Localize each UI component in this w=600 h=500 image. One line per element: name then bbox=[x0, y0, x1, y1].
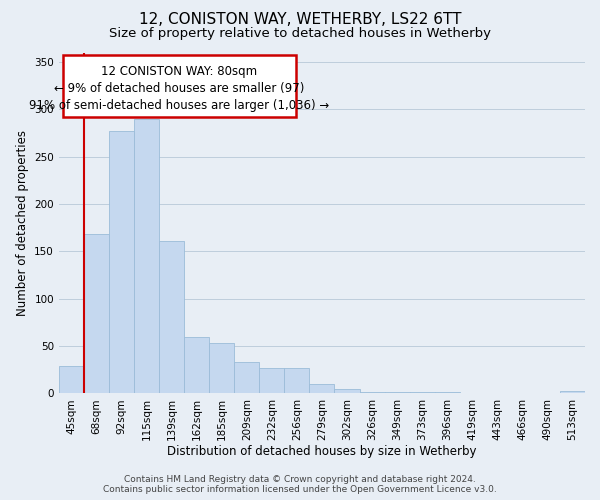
Bar bbox=[234, 362, 259, 394]
X-axis label: Distribution of detached houses by size in Wetherby: Distribution of detached houses by size … bbox=[167, 444, 476, 458]
Bar bbox=[410, 392, 434, 394]
Bar bbox=[560, 390, 585, 394]
Text: Contains HM Land Registry data © Crown copyright and database right 2024.
Contai: Contains HM Land Registry data © Crown c… bbox=[103, 474, 497, 494]
Bar bbox=[359, 392, 385, 394]
Bar bbox=[284, 368, 310, 394]
Text: ← 9% of detached houses are smaller (97): ← 9% of detached houses are smaller (97) bbox=[54, 82, 304, 95]
Text: 12, CONISTON WAY, WETHERBY, LS22 6TT: 12, CONISTON WAY, WETHERBY, LS22 6TT bbox=[139, 12, 461, 28]
Bar bbox=[184, 336, 209, 394]
Bar bbox=[109, 131, 134, 394]
Text: Size of property relative to detached houses in Wetherby: Size of property relative to detached ho… bbox=[109, 28, 491, 40]
Bar bbox=[159, 241, 184, 394]
Bar bbox=[385, 392, 410, 394]
Bar bbox=[434, 392, 460, 394]
Text: 12 CONISTON WAY: 80sqm: 12 CONISTON WAY: 80sqm bbox=[101, 65, 257, 78]
Bar bbox=[334, 388, 359, 394]
Bar bbox=[134, 119, 159, 394]
Bar bbox=[209, 343, 234, 394]
Bar bbox=[259, 368, 284, 394]
Bar bbox=[84, 234, 109, 394]
Y-axis label: Number of detached properties: Number of detached properties bbox=[16, 130, 29, 316]
FancyBboxPatch shape bbox=[62, 56, 296, 117]
Bar bbox=[310, 384, 334, 394]
Text: 91% of semi-detached houses are larger (1,036) →: 91% of semi-detached houses are larger (… bbox=[29, 99, 329, 112]
Bar bbox=[59, 366, 84, 394]
